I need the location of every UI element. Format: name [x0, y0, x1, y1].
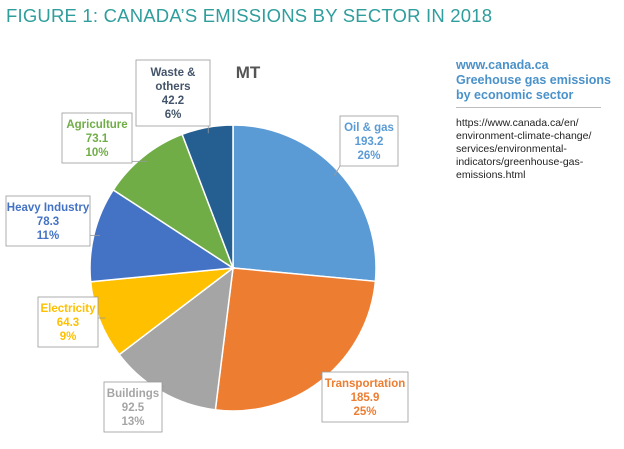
slice-label: Buildings [107, 388, 159, 400]
slice-label: others [155, 81, 190, 93]
slice-percent: 25% [353, 406, 376, 418]
callout-heavy-industry: Heavy Industry 78.3 11% [5, 195, 100, 247]
callout-agriculture: Agriculture 73.1 10% [61, 112, 148, 164]
slice-percent: 13% [121, 416, 144, 428]
callout-buildings: Buildings 92.5 13% [103, 381, 165, 433]
slice-value: 42.2 [162, 95, 184, 107]
callout-box [103, 381, 163, 433]
source-description: Greehouse gas emissions by economic sect… [456, 73, 611, 102]
source-site[interactable]: www.canada.ca [456, 58, 549, 72]
callout-box [135, 59, 211, 127]
source-url-line: environment-climate-change/ [456, 130, 592, 142]
pie-slice-oil-gas [232, 124, 377, 283]
source-block: www.canada.ca Greehouse gas emissions by… [456, 58, 621, 103]
slice-value: 193.2 [355, 136, 384, 148]
slice-percent: 6% [165, 109, 182, 121]
source-url[interactable]: https://www.canada.ca/en/environment-cli… [456, 117, 621, 182]
slice-label: Agriculture [66, 119, 127, 131]
callout-box [321, 371, 409, 423]
pie-callouts: Oil & gas 193.2 26% Transportation 185.9 25% B… [5, 59, 409, 433]
source-url-line: emissions.html [456, 169, 526, 181]
slice-value: 78.3 [37, 216, 59, 228]
callout-waste-others: Waste & others 42.2 6% [135, 59, 211, 134]
slice-label: Transportation [325, 378, 406, 390]
callout-box [5, 195, 91, 247]
pie-slice-waste-others [181, 124, 234, 269]
callout-box [61, 112, 133, 164]
slice-value: 92.5 [122, 402, 145, 414]
slice-percent: 9% [60, 331, 77, 343]
chart-title: MT [236, 63, 261, 82]
source-divider [456, 107, 601, 108]
slice-percent: 26% [357, 150, 380, 162]
pie-slices [89, 124, 377, 412]
slice-value: 185.9 [351, 392, 380, 404]
slice-value: 64.3 [57, 317, 79, 329]
callout-electricity: Electricity 64.3 9% [37, 296, 106, 348]
slice-label: Heavy Industry [7, 202, 90, 214]
source-url-line: indicators/greenhouse-gas- [456, 156, 584, 168]
slice-value: 73.1 [86, 133, 109, 145]
pie-slice-heavy-industry [89, 188, 236, 283]
callout-leader-line [333, 165, 341, 176]
callout-oil-gas: Oil & gas 193.2 26% [333, 115, 399, 176]
slice-percent: 10% [85, 147, 108, 159]
source-url-line: https://www.canada.ca/en/ [456, 117, 579, 129]
slice-label: Electricity [41, 303, 97, 315]
pie-slice-agriculture [112, 133, 235, 270]
slice-label: Oil & gas [344, 122, 394, 134]
slice-label: Waste & [151, 67, 196, 79]
callout-box [37, 296, 99, 348]
figure-title: FIGURE 1: CANADA’S EMISSIONS BY SECTOR I… [6, 5, 493, 26]
callout-box [339, 115, 399, 167]
source-url-line: services/environmental- [456, 143, 567, 155]
callout-transportation: Transportation 185.9 25% [318, 371, 409, 423]
slice-percent: 11% [37, 230, 59, 242]
